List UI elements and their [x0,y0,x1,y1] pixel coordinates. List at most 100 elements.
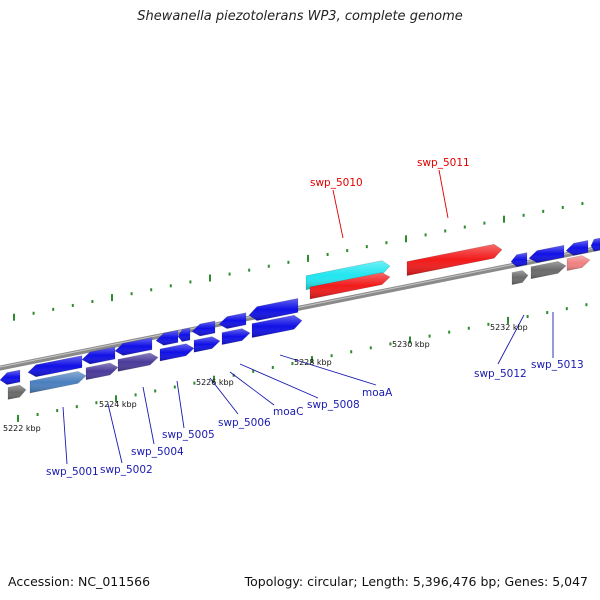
gene-swp_5005-row1-shading [178,328,190,342]
outer-tick [522,213,525,217]
gene-label-swp_5008: swp_5008 [307,399,360,411]
gene-swp_5002-row2-shading [86,363,118,380]
outer-tick [483,221,486,225]
leader-swp_5001 [62,406,68,465]
leader-swp_5005 [176,380,185,429]
outer-tick [228,272,231,276]
leader-swp_5008 [239,363,319,399]
outer-tick [248,268,251,272]
gene-label-moaA: moaA [362,387,393,399]
gene-right-blue-1-shading [511,252,527,267]
inner-tick [311,356,313,364]
gene-label-swp_5005: swp_5005 [162,429,215,441]
gene-label-swp_5006: swp_5006 [218,417,271,429]
outer-tick [91,300,94,304]
outer-tick [385,241,388,245]
inner-tick [585,303,588,307]
label-leader-lines [62,169,554,465]
accession-text: Accession: NC_011566 [8,574,151,589]
gene-swp_5001-row2-shading [30,371,86,393]
outer-tick [503,215,505,223]
gene-swp_5004-row2-shading [118,353,158,372]
gene-swp_5001-row1-shading [28,355,82,377]
gene-swp_5010-red-shading [310,272,390,299]
gene-label-swp_5013: swp_5013 [531,359,584,371]
inner-tick [428,334,431,338]
gene-label-swp_5010: swp_5010 [310,177,363,189]
inner-tick [330,354,333,358]
outer-tick [111,294,113,302]
inner-tick [565,307,568,311]
tick-label-5232: 5232 kbp [490,323,528,332]
leader-swp_5011 [438,169,449,219]
inner-tick [546,311,549,315]
gene-labels: swp_5001 swp_5002 swp_5004 swp_5005 swp_… [46,157,584,478]
inner-tick [36,412,39,416]
gene-swp_5013-gray-shading [531,261,566,279]
inner-tick [507,316,509,324]
outer-tick-marks [13,202,584,321]
inner-tick [173,385,176,389]
inner-tick-marks [17,303,588,422]
leader-moaC [229,371,275,406]
leader-swp_5006 [209,377,239,415]
gene-right-blue-4-shading [591,238,600,252]
outer-tick [424,233,427,237]
outer-tick [405,235,407,243]
tick-label-5230: 5230 kbp [392,340,430,349]
tick-labels: 5222 kbp 5224 kbp 5226 kbp 5228 kbp 5230… [3,323,528,433]
inner-tick [291,362,294,366]
gene-moaA-shading [252,315,302,338]
gene-swp_5008-row1-shading [249,298,298,321]
outer-tick [52,307,55,311]
leader-swp_5012 [497,314,525,365]
outer-tick [542,209,545,213]
genome-backbone-highlight [0,246,600,368]
genome-summary-text: Topology: circular; Length: 5,396,476 bp… [244,574,588,589]
inner-tick [232,373,235,377]
gene-swp_5012-shading [512,270,528,285]
inner-tick [252,369,255,373]
inner-tick [409,336,411,344]
gene-swp_5006-row2-shading [194,336,220,353]
outer-tick [463,225,466,229]
outer-tick [150,288,153,292]
inner-tick [154,389,157,393]
outer-tick [326,252,329,256]
gene-right-blue-3-shading [566,240,588,256]
outer-tick [287,260,290,264]
tick-label-5226: 5226 kbp [196,378,234,387]
gene-moaC-row2-shading [222,328,250,345]
inner-tick [526,314,529,318]
inner-tick [213,375,215,383]
inner-tick [350,350,353,354]
gene-moaC-row1-shading [219,312,246,329]
outer-tick [130,292,133,296]
inner-tick [17,414,19,422]
inner-tick [448,330,451,334]
inner-tick [487,322,490,326]
gene-swp_5011-shading [407,244,502,276]
inner-tick [95,401,98,405]
gene-label-swp_5001: swp_5001 [46,466,99,478]
leader-swp_5010 [332,189,344,239]
outer-tick [32,311,35,315]
gene-swp_5003-shading [115,337,152,356]
gene-swp_5004-row1-shading [156,330,178,346]
gene-swp_5010-cyan-shading [306,260,390,290]
gene-right-blue-2-shading [529,245,564,263]
outer-tick [581,202,584,206]
outer-tick [444,229,447,233]
outer-tick [346,249,349,253]
gene-swp_5013-pink-shading [567,255,590,271]
gene-gray-left-shading [8,385,26,400]
outer-tick [267,264,270,268]
inner-tick [56,409,59,413]
inner-tick [134,393,137,397]
leader-moaA [279,354,377,386]
tick-label-5228: 5228 kbp [294,358,332,367]
inner-tick [389,342,392,346]
inner-tick [369,346,372,350]
outer-tick [365,245,368,249]
gene-swp_5002-row1-shading [82,347,115,364]
